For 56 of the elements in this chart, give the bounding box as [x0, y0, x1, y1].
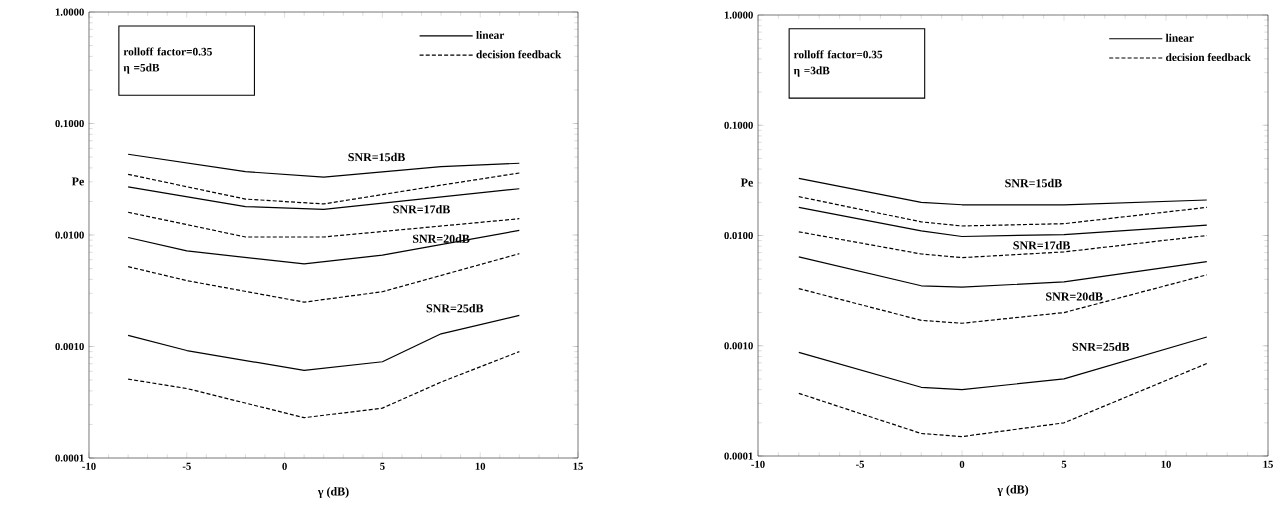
line-series: [127, 172, 520, 205]
line-series: [798, 362, 1208, 438]
annotation: SNR=25dB: [426, 303, 484, 313]
x-tick-label: 15: [573, 462, 583, 470]
annotation: η =5dB: [123, 63, 160, 74]
y-tick-label: 0.0010: [55, 342, 84, 351]
annotation: rolloff factor=0.35: [123, 47, 212, 56]
x-tick-label: 0: [959, 460, 965, 468]
y-tick-label: 0.0001: [55, 454, 84, 462]
line-series: [798, 231, 1208, 259]
line-series: [798, 206, 1208, 238]
line-series: [798, 256, 1208, 288]
x-tick-label: -10: [82, 462, 96, 470]
annotation: SNR=17dB: [1013, 240, 1070, 250]
annotation: SNR=20dB: [412, 234, 470, 243]
annotation: SNR=25dB: [1072, 342, 1130, 351]
y-axis-title: Pe: [71, 177, 84, 186]
y-tick-label: 0.0100: [724, 231, 753, 240]
x-tick-label: 5: [380, 462, 385, 470]
legend-label: decision feedback: [1166, 53, 1251, 62]
line-series: [127, 229, 520, 265]
y-tick-label: 0.0100: [55, 231, 84, 239]
x-tick-label: 15: [1263, 460, 1273, 468]
x-tick-label: 0: [282, 462, 287, 470]
line-series: [798, 274, 1208, 324]
y-tick-label: 0.0001: [724, 452, 753, 460]
line-series: [127, 253, 520, 303]
x-tick-label: -10: [751, 460, 765, 468]
y-tick-label: 0.1000: [55, 119, 84, 128]
x-tick-label: 5: [1061, 460, 1067, 468]
line-series: [127, 314, 520, 372]
annotation: SNR=15dB: [1005, 178, 1062, 188]
legend-label: linear: [476, 30, 505, 39]
y-tick-label: 0.1000: [724, 121, 753, 129]
line-series: [798, 177, 1208, 206]
y-axis-title: Pe: [740, 178, 753, 187]
annotation: SNR=20dB: [1046, 292, 1103, 301]
annotation: rolloff factor=0.35: [793, 50, 883, 59]
x-tick-label: -5: [855, 460, 865, 468]
x-axis-title: γ (dB): [317, 487, 349, 498]
line-series: [798, 336, 1208, 391]
line-series: [798, 196, 1208, 227]
y-tick-label: 0.0010: [724, 342, 753, 350]
annotation: SNR=15dB: [348, 152, 405, 162]
x-tick-label: -5: [182, 462, 191, 470]
x-tick-label: 10: [1161, 460, 1171, 468]
y-tick-label: 1.0000: [724, 11, 753, 19]
legend-label: decision feedback: [476, 50, 562, 59]
line-series: [127, 351, 520, 419]
legend-label: linear: [1165, 33, 1194, 42]
x-tick-label: 10: [475, 462, 486, 470]
annotation: η =3dB: [793, 66, 830, 77]
x-axis-title: γ (dB): [997, 485, 1029, 496]
y-tick-label: 1.0000: [55, 8, 84, 16]
annotation: SNR=17dB: [393, 204, 450, 214]
line-series: [127, 153, 520, 178]
